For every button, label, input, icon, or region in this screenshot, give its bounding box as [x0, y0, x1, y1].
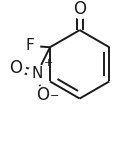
Text: N: N	[31, 66, 43, 81]
Text: F: F	[26, 38, 35, 53]
Text: +: +	[44, 58, 53, 68]
Text: O: O	[73, 0, 86, 18]
Text: O: O	[9, 59, 22, 77]
Text: −: −	[50, 91, 59, 101]
Text: O: O	[36, 86, 49, 104]
